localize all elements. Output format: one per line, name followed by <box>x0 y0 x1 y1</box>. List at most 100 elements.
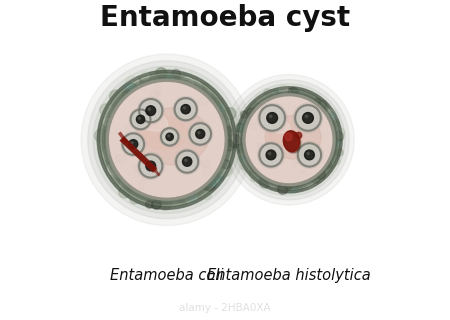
Circle shape <box>184 159 187 161</box>
Circle shape <box>302 179 312 189</box>
Circle shape <box>146 106 156 116</box>
Circle shape <box>211 98 223 110</box>
Ellipse shape <box>185 145 194 155</box>
Ellipse shape <box>318 150 323 154</box>
Circle shape <box>136 115 145 124</box>
Circle shape <box>270 115 272 118</box>
Circle shape <box>305 150 315 160</box>
Circle shape <box>152 200 161 209</box>
Ellipse shape <box>126 126 131 132</box>
Circle shape <box>293 103 323 133</box>
Circle shape <box>198 132 200 134</box>
Ellipse shape <box>292 161 297 166</box>
Circle shape <box>295 105 321 131</box>
Ellipse shape <box>198 119 208 125</box>
Circle shape <box>328 109 336 117</box>
Circle shape <box>257 141 284 168</box>
Circle shape <box>180 77 194 90</box>
Circle shape <box>130 84 138 92</box>
Circle shape <box>335 128 345 138</box>
Circle shape <box>168 135 170 137</box>
Ellipse shape <box>257 143 265 151</box>
Circle shape <box>275 90 281 96</box>
Circle shape <box>266 92 276 101</box>
Circle shape <box>218 162 232 177</box>
Ellipse shape <box>250 123 259 129</box>
Circle shape <box>201 84 208 92</box>
Circle shape <box>324 161 332 168</box>
Circle shape <box>112 168 122 178</box>
Circle shape <box>290 181 299 190</box>
Circle shape <box>252 104 261 113</box>
Circle shape <box>159 72 171 84</box>
Circle shape <box>184 191 197 203</box>
Circle shape <box>292 187 297 193</box>
Circle shape <box>207 179 215 187</box>
Circle shape <box>176 150 198 173</box>
Circle shape <box>326 108 338 120</box>
Ellipse shape <box>201 161 210 168</box>
Circle shape <box>298 143 321 167</box>
Circle shape <box>97 70 236 209</box>
Circle shape <box>137 153 164 180</box>
Circle shape <box>257 103 287 133</box>
Circle shape <box>238 153 249 164</box>
Circle shape <box>247 108 257 118</box>
Ellipse shape <box>315 118 319 122</box>
Circle shape <box>266 150 276 160</box>
Circle shape <box>284 183 292 190</box>
Circle shape <box>233 84 345 196</box>
Circle shape <box>329 141 339 150</box>
Circle shape <box>175 149 200 174</box>
Circle shape <box>100 104 112 116</box>
Text: Entamoeba coli: Entamoeba coli <box>110 268 224 283</box>
Text: Entamoeba cyst: Entamoeba cyst <box>100 4 350 32</box>
Ellipse shape <box>202 165 212 175</box>
Ellipse shape <box>180 133 188 139</box>
Circle shape <box>306 179 315 188</box>
Circle shape <box>166 75 174 83</box>
Circle shape <box>186 80 202 95</box>
Circle shape <box>119 186 130 198</box>
Circle shape <box>107 79 227 200</box>
Ellipse shape <box>162 157 168 164</box>
Ellipse shape <box>290 130 295 134</box>
Circle shape <box>243 155 248 161</box>
Circle shape <box>330 155 340 165</box>
Circle shape <box>239 156 246 162</box>
Circle shape <box>236 124 244 132</box>
Circle shape <box>126 76 139 89</box>
Circle shape <box>232 132 243 143</box>
Circle shape <box>125 83 133 91</box>
Circle shape <box>241 130 247 136</box>
Circle shape <box>101 140 114 153</box>
Circle shape <box>221 159 230 169</box>
Ellipse shape <box>135 108 209 165</box>
Circle shape <box>216 105 224 113</box>
Ellipse shape <box>186 116 197 120</box>
Circle shape <box>215 112 230 127</box>
Circle shape <box>263 89 272 97</box>
Circle shape <box>296 141 323 168</box>
Circle shape <box>141 72 149 80</box>
Ellipse shape <box>306 116 313 122</box>
Ellipse shape <box>271 149 279 156</box>
Circle shape <box>333 131 343 141</box>
Circle shape <box>202 89 211 98</box>
Ellipse shape <box>205 135 211 140</box>
Ellipse shape <box>288 125 294 134</box>
Circle shape <box>137 97 164 124</box>
Circle shape <box>202 190 212 200</box>
Ellipse shape <box>154 84 161 96</box>
Ellipse shape <box>296 132 302 139</box>
Circle shape <box>336 148 343 156</box>
Ellipse shape <box>292 118 299 125</box>
Circle shape <box>259 143 283 167</box>
Circle shape <box>161 128 178 146</box>
Circle shape <box>130 109 150 129</box>
Ellipse shape <box>198 96 210 106</box>
Circle shape <box>215 172 223 180</box>
Ellipse shape <box>128 146 134 153</box>
Text: Entamoeba histolytica: Entamoeba histolytica <box>207 268 371 283</box>
Ellipse shape <box>263 116 290 133</box>
